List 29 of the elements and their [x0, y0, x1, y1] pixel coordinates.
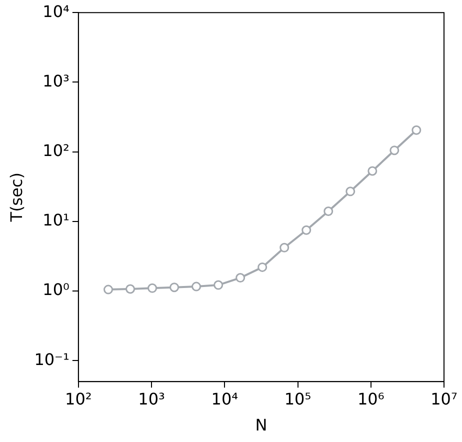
x-tick-label: 10⁷ [430, 389, 458, 408]
y-tick-label: 10² [42, 140, 70, 160]
point [258, 262, 268, 272]
y-tick-label: 10⁻¹ [34, 350, 70, 369]
point [390, 146, 400, 156]
y-tick-label: 10⁰ [42, 280, 70, 300]
point [280, 242, 290, 252]
point [236, 273, 246, 283]
point [126, 284, 136, 294]
point [302, 225, 312, 235]
point [368, 166, 378, 176]
point [346, 186, 356, 196]
x-tick-label: 10⁵ [284, 389, 312, 408]
x-axis-title: N [255, 416, 268, 435]
point [148, 283, 158, 293]
y-tick-label: 10¹ [42, 210, 70, 230]
point [412, 125, 422, 135]
point [104, 284, 114, 294]
x-tick-label: 10⁶ [357, 389, 384, 408]
x-tick-label: 10³ [138, 389, 165, 408]
y-axis-title: T(sec) [6, 172, 26, 223]
x-tick-label: 10² [65, 389, 92, 408]
point [324, 206, 334, 216]
point [214, 280, 224, 290]
point [170, 282, 180, 292]
x-tick-label: 10⁴ [211, 389, 238, 408]
point [192, 282, 202, 292]
y-tick-label: 10⁴ [42, 2, 70, 21]
y-tick-label: 10³ [42, 71, 70, 90]
